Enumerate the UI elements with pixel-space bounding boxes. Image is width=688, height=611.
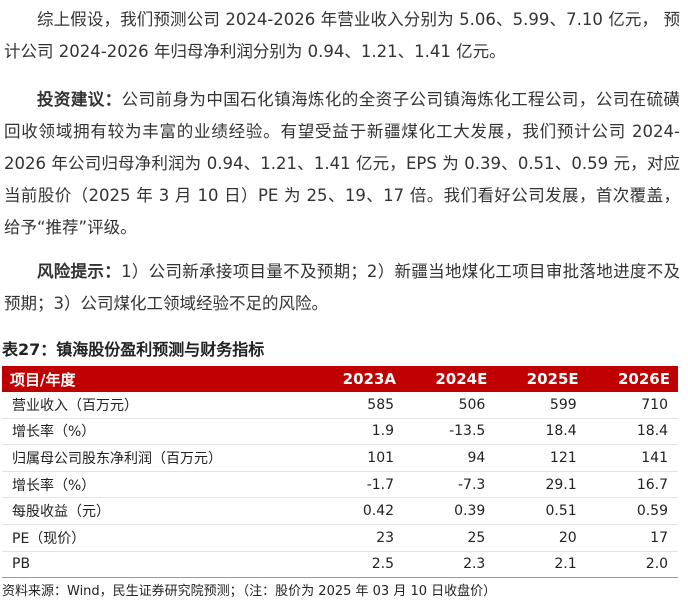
cell: 2.1 [495, 551, 587, 579]
cell: 18.4 [586, 418, 678, 446]
cell: 营业收入（百万元） [2, 392, 311, 419]
cell: 16.7 [586, 471, 678, 499]
header-cell: 2024E [404, 366, 496, 392]
cell: 1.9 [310, 418, 405, 446]
text: 综上假设，我们预测公司 2024-2026 年营业收入分别为 5.06、5.99… [4, 10, 680, 61]
paragraph: 综上假设，我们预测公司 2024-2026 年营业收入分别为 5.06、5.99… [4, 4, 680, 68]
cell: 18.4 [495, 418, 587, 446]
cell: 0.59 [586, 497, 678, 525]
cell: 23 [310, 524, 405, 552]
cell: 0.42 [310, 497, 405, 525]
row: PB 2.5 2.3 2.1 2.0 [2, 551, 678, 579]
header-row: 项目/年度 2023A 2024E 2025E 2026E [2, 366, 678, 392]
cell: 20 [495, 524, 587, 552]
table: 项目/年度 2023A 2024E 2025E 2026E 营业收入（百万元） 585 506… [2, 366, 678, 579]
text: 公司前身为中国石化镇海炼化的全资子公司镇海炼化工程公司，公司在硫磺回收领域拥有较… [4, 90, 681, 237]
cell: 585 [310, 392, 405, 419]
cell: -13.5 [404, 418, 496, 446]
row: 归属母公司股东净利润（百万元） 101 94 121 141 [2, 444, 678, 472]
cell: 归属母公司股东净利润（百万元） [2, 444, 311, 472]
header-cell: 项目/年度 [2, 366, 311, 392]
cell: 增长率（%） [2, 471, 311, 499]
header-cell: 2025E [495, 366, 587, 392]
cell: 506 [404, 392, 496, 419]
cell: 121 [495, 444, 587, 472]
lead: 投资建议： [37, 90, 122, 109]
cell: 2.0 [586, 551, 678, 579]
cell: 710 [586, 392, 678, 419]
row: 营业收入（百万元） 585 506 599 710 [2, 392, 678, 419]
text: 1）公司新承接项目量不及预期；2）新疆当地煤化工项目审批落地进度不及预期；3）公… [4, 262, 681, 313]
cell: 599 [495, 392, 587, 419]
cell: 0.39 [404, 497, 496, 525]
row: 每股收益（元） 0.42 0.39 0.51 0.59 [2, 497, 678, 525]
paragraph: 风险提示：1）公司新承接项目量不及预期；2）新疆当地煤化工项目审批落地进度不及预… [4, 256, 680, 320]
cell: PE（现价） [2, 524, 311, 552]
header-cell: 2023A [310, 366, 405, 392]
paragraph: 投资建议：公司前身为中国石化镇海炼化的全资子公司镇海炼化工程公司，公司在硫磺回收… [4, 84, 680, 244]
table-title: 表27：镇海股份盈利预测与财务指标 [2, 340, 265, 359]
source-note: 资料来源：Wind，民生证券研究院预测；（注：股价为 2025 年 03 月 1… [2, 584, 497, 599]
row: 增长率（%） 1.9 -13.5 18.4 18.4 [2, 418, 678, 446]
cell: 增长率（%） [2, 418, 311, 446]
cell: 0.51 [495, 497, 587, 525]
cell: 94 [404, 444, 496, 472]
cell: 2.5 [310, 551, 405, 579]
cell: 29.1 [495, 471, 587, 499]
cell: 2.3 [404, 551, 496, 579]
lead: 风险提示： [37, 262, 122, 281]
row: PE（现价） 23 25 20 17 [2, 524, 678, 552]
cell: 101 [310, 444, 405, 472]
cell: -1.7 [310, 471, 405, 499]
cell: 每股收益（元） [2, 497, 311, 525]
cell: -7.3 [404, 471, 496, 499]
cell: 17 [586, 524, 678, 552]
cell: 25 [404, 524, 496, 552]
cell: 141 [586, 444, 678, 472]
row: 增长率（%） -1.7 -7.3 29.1 16.7 [2, 471, 678, 499]
header-cell: 2026E [586, 366, 678, 392]
cell: PB [2, 551, 311, 579]
